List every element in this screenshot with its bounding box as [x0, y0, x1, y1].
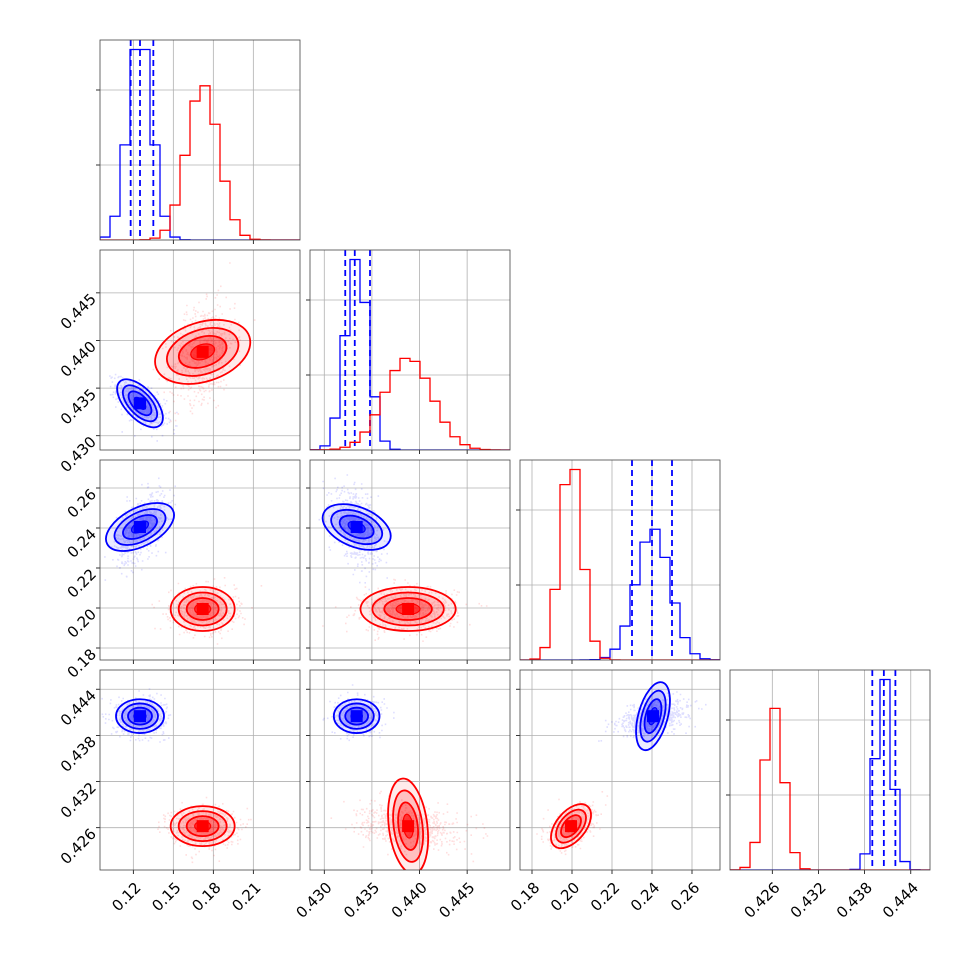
x-tick-label-p0-3: 0.21 — [228, 879, 264, 915]
x-tick-label-p0-0: 0.12 — [108, 879, 144, 915]
x-tick-label-p3-0: 0.426 — [741, 879, 784, 922]
x-tick-label-p2-3: 0.24 — [627, 879, 663, 915]
histogram-p2-series-1 — [520, 468, 720, 660]
x-tick-label-p2-1: 0.20 — [547, 879, 583, 915]
x-tick-label-p1-0: 0.430 — [292, 879, 335, 922]
histogram-p1-series-1 — [310, 357, 510, 450]
x-tick-label-p1-1: 0.435 — [340, 879, 383, 922]
peak-0 — [134, 521, 146, 533]
peak-1 — [196, 345, 209, 358]
peak-1 — [402, 820, 415, 833]
y-tick-label-p3-2: 0.438 — [57, 733, 100, 776]
panel-p1-p3 — [306, 669, 511, 874]
hist-panel-p0 — [96, 39, 301, 244]
histogram-p0-series-0 — [100, 48, 300, 240]
x-tick-label-p2-4: 0.26 — [667, 879, 703, 915]
x-tick-label-p1-3: 0.445 — [435, 879, 478, 922]
peak-1 — [196, 603, 209, 615]
x-tick-label-p1-2: 0.440 — [388, 879, 431, 922]
panel-p0-p2 — [96, 459, 301, 664]
histogram-p3-series-1 — [730, 707, 930, 870]
y-tick-label-p2-1: 0.20 — [64, 605, 100, 641]
y-tick-label-p3-1: 0.432 — [57, 779, 100, 822]
peak-0 — [350, 521, 363, 533]
y-tick-label-p1-0: 0.430 — [57, 433, 100, 476]
panel-p0-p3 — [96, 669, 301, 874]
y-tick-label-p2-2: 0.22 — [64, 565, 100, 601]
peak-1 — [196, 820, 209, 833]
x-tick-label-p2-0: 0.18 — [507, 879, 543, 915]
y-tick-label-p2-3: 0.24 — [64, 525, 100, 561]
x-tick-label-p0-2: 0.18 — [188, 879, 224, 915]
histogram-p1-series-0 — [310, 258, 510, 450]
peak-1 — [565, 820, 577, 833]
x-tick-label-p3-2: 0.438 — [833, 879, 876, 922]
y-tick-label-p1-1: 0.435 — [57, 385, 100, 428]
panel-p2-p3 — [516, 669, 721, 874]
x-tick-label-p3-1: 0.432 — [787, 879, 830, 922]
hist-panel-p1 — [306, 249, 511, 454]
y-tick-label-p3-3: 0.444 — [57, 686, 100, 729]
y-tick-label-p2-4: 0.26 — [64, 485, 100, 521]
peak-1 — [402, 603, 415, 615]
y-tick-label-p3-0: 0.426 — [57, 825, 100, 868]
panel-p0-p1 — [96, 249, 301, 454]
scatter-0 — [318, 474, 389, 594]
peak-0 — [134, 710, 146, 723]
y-tick-label-p2-0: 0.18 — [64, 645, 100, 681]
x-tick-label-p2-2: 0.22 — [587, 879, 623, 915]
peak-0 — [647, 710, 659, 723]
y-tick-label-p1-2: 0.440 — [57, 338, 100, 381]
x-tick-label-p0-1: 0.15 — [148, 879, 184, 915]
x-tick-label-p3-3: 0.444 — [879, 879, 922, 922]
hist-panel-p3 — [726, 669, 931, 874]
y-tick-label-p1-3: 0.445 — [57, 290, 100, 333]
hist-panel-p2 — [516, 459, 721, 664]
panel-p1-p2 — [306, 459, 511, 664]
peak-0 — [350, 710, 363, 723]
peak-0 — [134, 397, 146, 410]
